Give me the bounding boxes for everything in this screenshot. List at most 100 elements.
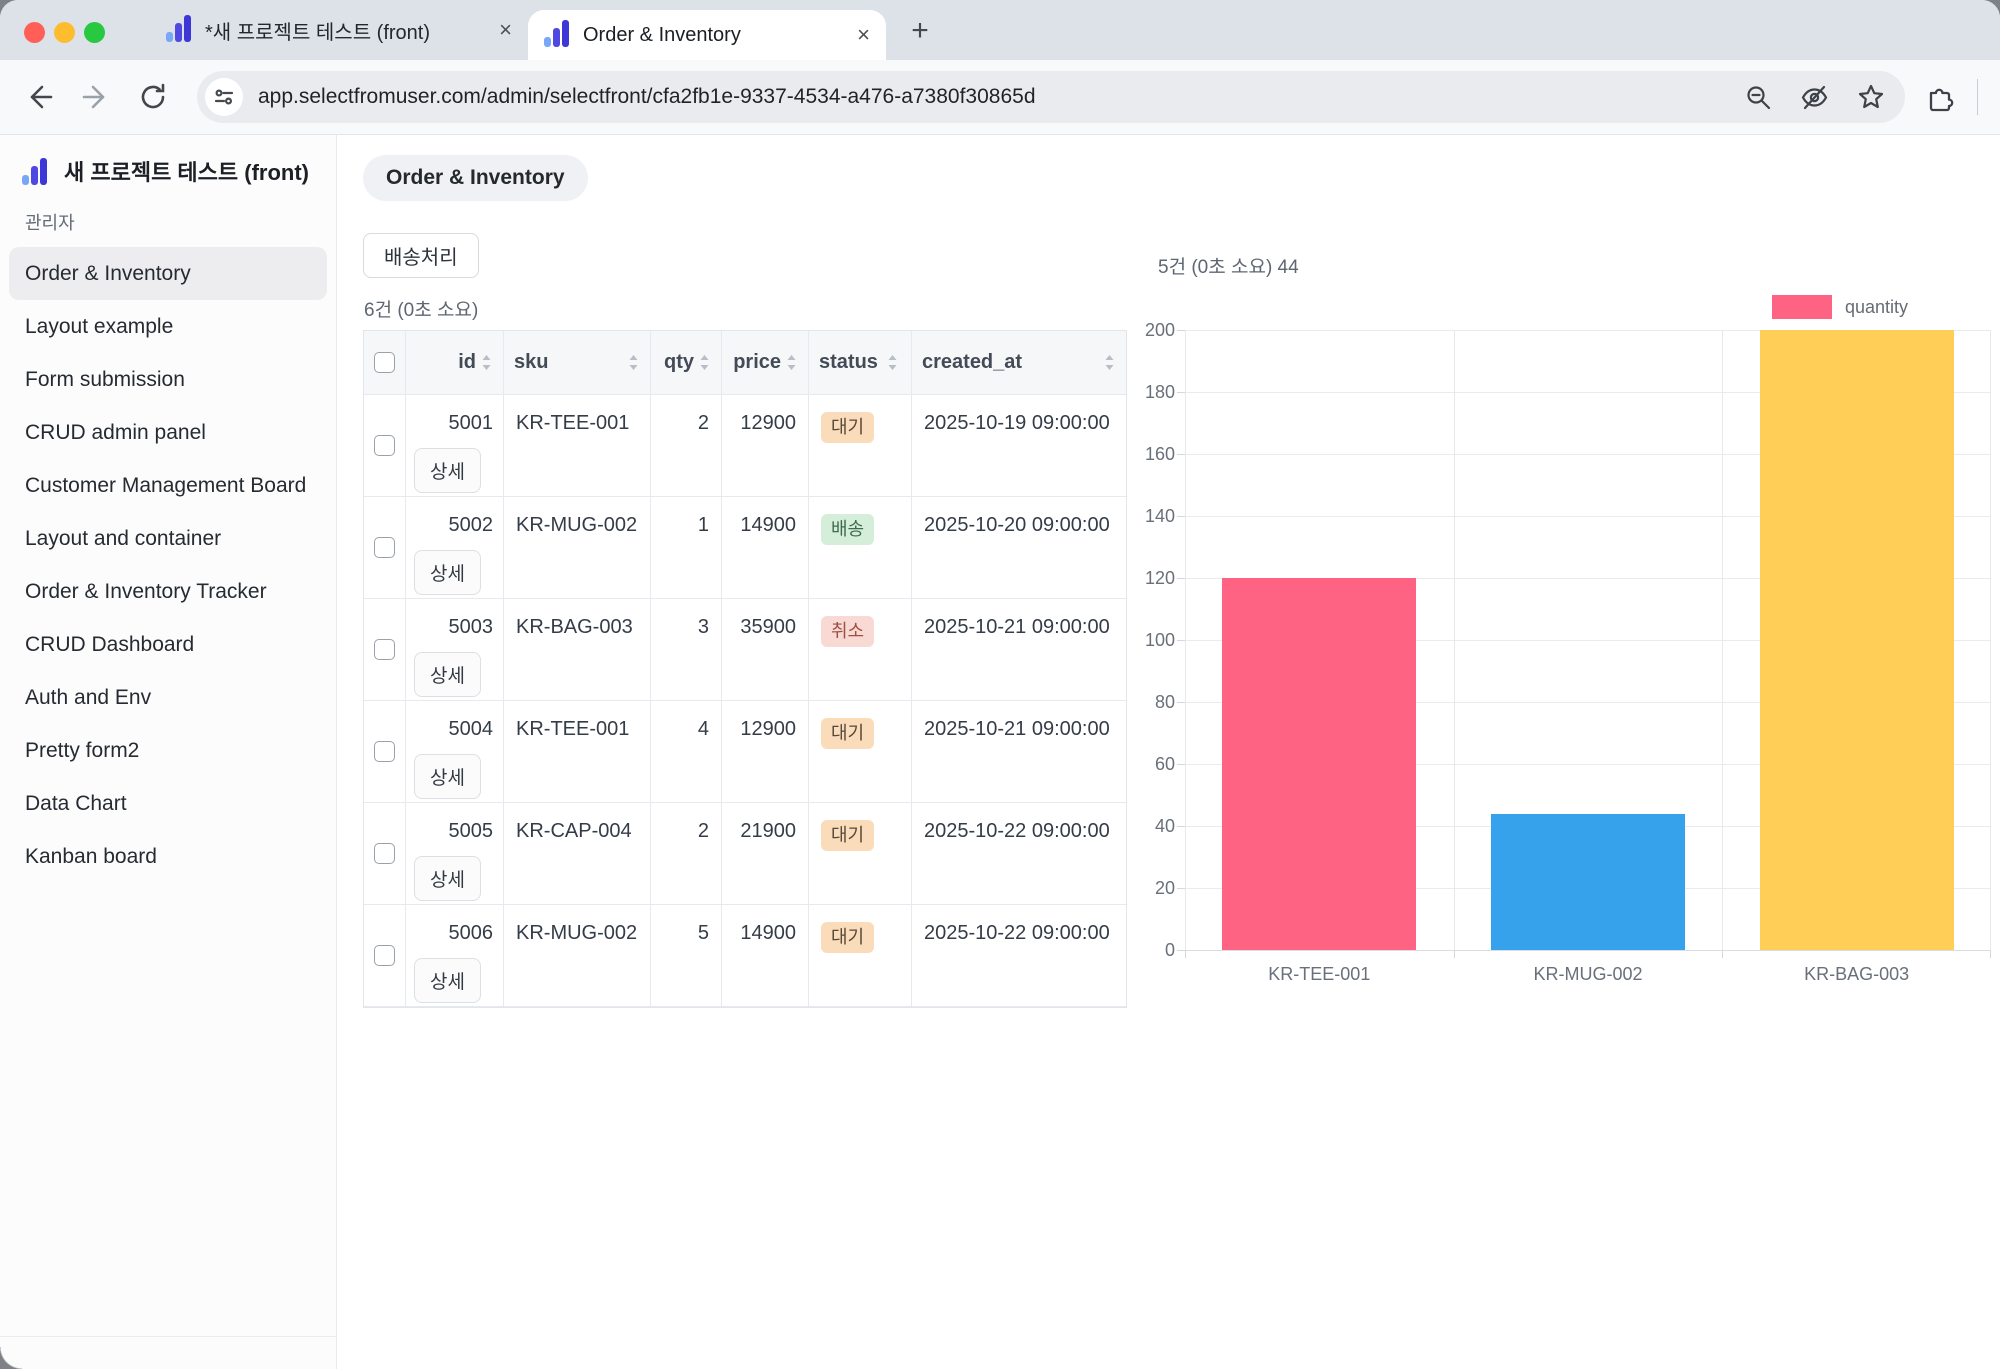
detail-button[interactable]: 상세 [414,958,481,1003]
sidebar-item-crud-admin-panel[interactable]: CRUD admin panel [25,420,206,444]
cell-select [364,803,406,905]
detail-button[interactable]: 상세 [414,856,481,901]
cell-qty: 1 [651,497,722,599]
sidebar-item-crud-dashboard[interactable]: CRUD Dashboard [25,632,195,656]
brand-name: 새 프로젝트 테스트 (front) [64,160,310,185]
new-tab-button[interactable]: + [911,14,929,47]
cell-price: 14900 [722,905,809,1007]
header-cell-status[interactable]: status [809,331,912,395]
header-cell-id[interactable]: id [406,331,504,395]
url-text[interactable]: app.selectfromuser.com/admin/selectfront… [258,85,1036,108]
back-icon[interactable] [22,80,56,114]
gridline-y-80 [1185,702,1991,703]
zoom-out-icon[interactable] [1745,84,1772,111]
cell-status: 대기 [809,701,912,803]
cell-price: 14900 [722,497,809,599]
reload-icon[interactable] [136,80,170,114]
sidebar-item-order-inventory[interactable]: Order & Inventory [9,247,327,300]
sidebar-item-form-submission[interactable]: Form submission [25,367,185,391]
ytick [1177,950,1185,951]
status-badge: 대기 [821,820,875,851]
sidebar-item-auth-and-env[interactable]: Auth and Env [25,685,152,709]
sidebar-nav: Order & Inventory Layout example Form subm… [9,247,327,883]
ytick-label: 0 [1164,940,1175,960]
barchart-favicon-icon [544,20,570,48]
ship-process-button[interactable]: 배송처리 [363,233,479,278]
forward-icon[interactable] [79,80,113,114]
address-bar[interactable]: app.selectfromuser.com/admin/selectfront… [197,71,1905,123]
table-row: 5004 상세 KR-TEE-001 4 12900 대기 2025-10-21 09:00… [364,701,1126,803]
site-settings-icon[interactable] [205,78,243,116]
sidebar-item-pretty-form2[interactable]: Pretty form2 [25,738,140,762]
detail-button[interactable]: 상세 [414,550,481,595]
sidebar-footer-divider [0,1336,336,1337]
gridline-y-200 [1185,330,1991,331]
role-label: 관리자 [25,213,75,233]
cell-status: 대기 [809,905,912,1007]
detail-button[interactable]: 상세 [414,448,481,493]
ytick [1177,764,1185,765]
ytick-label: 160 [1144,444,1175,464]
detail-button[interactable]: 상세 [414,652,481,697]
row-checkbox[interactable] [374,741,395,762]
zoom-window-button[interactable] [84,22,105,43]
tab-title: *새 프로젝트 테스트 (front) [205,21,430,44]
header-cell-qty[interactable]: qty [651,331,722,395]
minimize-window-button[interactable] [54,22,75,43]
legend-swatch [1772,295,1832,319]
tab-strip: *새 프로젝트 테스트 (front) × Order & Inventory … [0,0,2000,60]
sidebar-item-layout-example[interactable]: Layout example [25,314,174,338]
row-checkbox[interactable] [374,537,395,558]
header-cell-price[interactable]: price [722,331,809,395]
ytick [1177,702,1185,703]
header-cell-sku[interactable]: sku [504,331,651,395]
bookmark-star-icon[interactable] [1857,83,1885,111]
sidebar-item-kanban-board[interactable]: Kanban board [25,844,157,868]
cell-id: 5003 상세 [406,599,504,701]
tab-close-icon[interactable]: × [499,17,512,42]
cell-select [364,905,406,1007]
chart-legend[interactable]: quantity [1772,295,1908,319]
cell-sku: KR-TEE-001 [504,701,651,803]
tab-project-test[interactable]: *새 프로젝트 테스트 (front) × [150,0,528,60]
cell-created-at: 2025-10-20 09:00:00 [912,497,1126,599]
status-badge: 대기 [821,412,875,443]
ytick-label: 100 [1144,630,1175,650]
row-checkbox[interactable] [374,843,395,864]
gridline-x-0 [1185,330,1186,950]
chart-plot-area: 0 20 40 60 80 100 120 140 160 180 200 KR-TEE-001 KR-… [1145,320,1991,984]
detail-button[interactable]: 상세 [414,754,481,799]
gridline-x-3 [1990,330,1991,950]
gridline-y-180 [1185,392,1991,393]
bar-kr-tee-001[interactable] [1222,578,1417,950]
tab-order-inventory[interactable]: Order & Inventory × [528,10,886,60]
extensions-puzzle-icon[interactable] [1925,82,1955,112]
row-checkbox[interactable] [374,639,395,660]
sidebar: 새 프로젝트 테스트 (front) 관리자 Order & Inventory… [0,135,337,1369]
ytick-label: 20 [1154,878,1175,898]
row-checkbox[interactable] [374,945,395,966]
gridline-x-2 [1722,330,1723,950]
sidebar-item-order-inventory-tracker[interactable]: Order & Inventory Tracker [25,579,267,603]
select-all-checkbox[interactable] [374,352,395,373]
gridline-y-60 [1185,764,1991,765]
bar-kr-mug-002[interactable] [1491,813,1685,950]
row-checkbox[interactable] [374,435,395,456]
header-cell-created_at[interactable]: created_at [912,331,1126,395]
bar-kr-bag-003[interactable] [1759,330,1954,950]
close-window-button[interactable] [24,22,45,43]
eye-off-icon[interactable] [1800,83,1829,112]
header-cell-select [364,331,406,395]
status-badge: 대기 [821,922,875,953]
ytick [1177,578,1185,579]
sidebar-item-customer-management-board[interactable]: Customer Management Board [25,473,307,497]
table-row: 5003 상세 KR-BAG-003 3 35900 취소 2025-10-21 09:00… [364,599,1126,701]
sidebar-item-data-chart[interactable]: Data Chart [25,791,127,815]
xtick [1722,950,1723,958]
cell-status: 대기 [809,803,912,905]
tab-close-icon[interactable]: × [857,22,870,47]
app-logo-icon [22,156,49,186]
xtick [1454,950,1455,958]
table-row: 5006 상세 KR-MUG-002 5 14900 대기 2025-10-22 09:00… [364,905,1126,1007]
sidebar-item-layout-and-container[interactable]: Layout and container [25,526,222,550]
